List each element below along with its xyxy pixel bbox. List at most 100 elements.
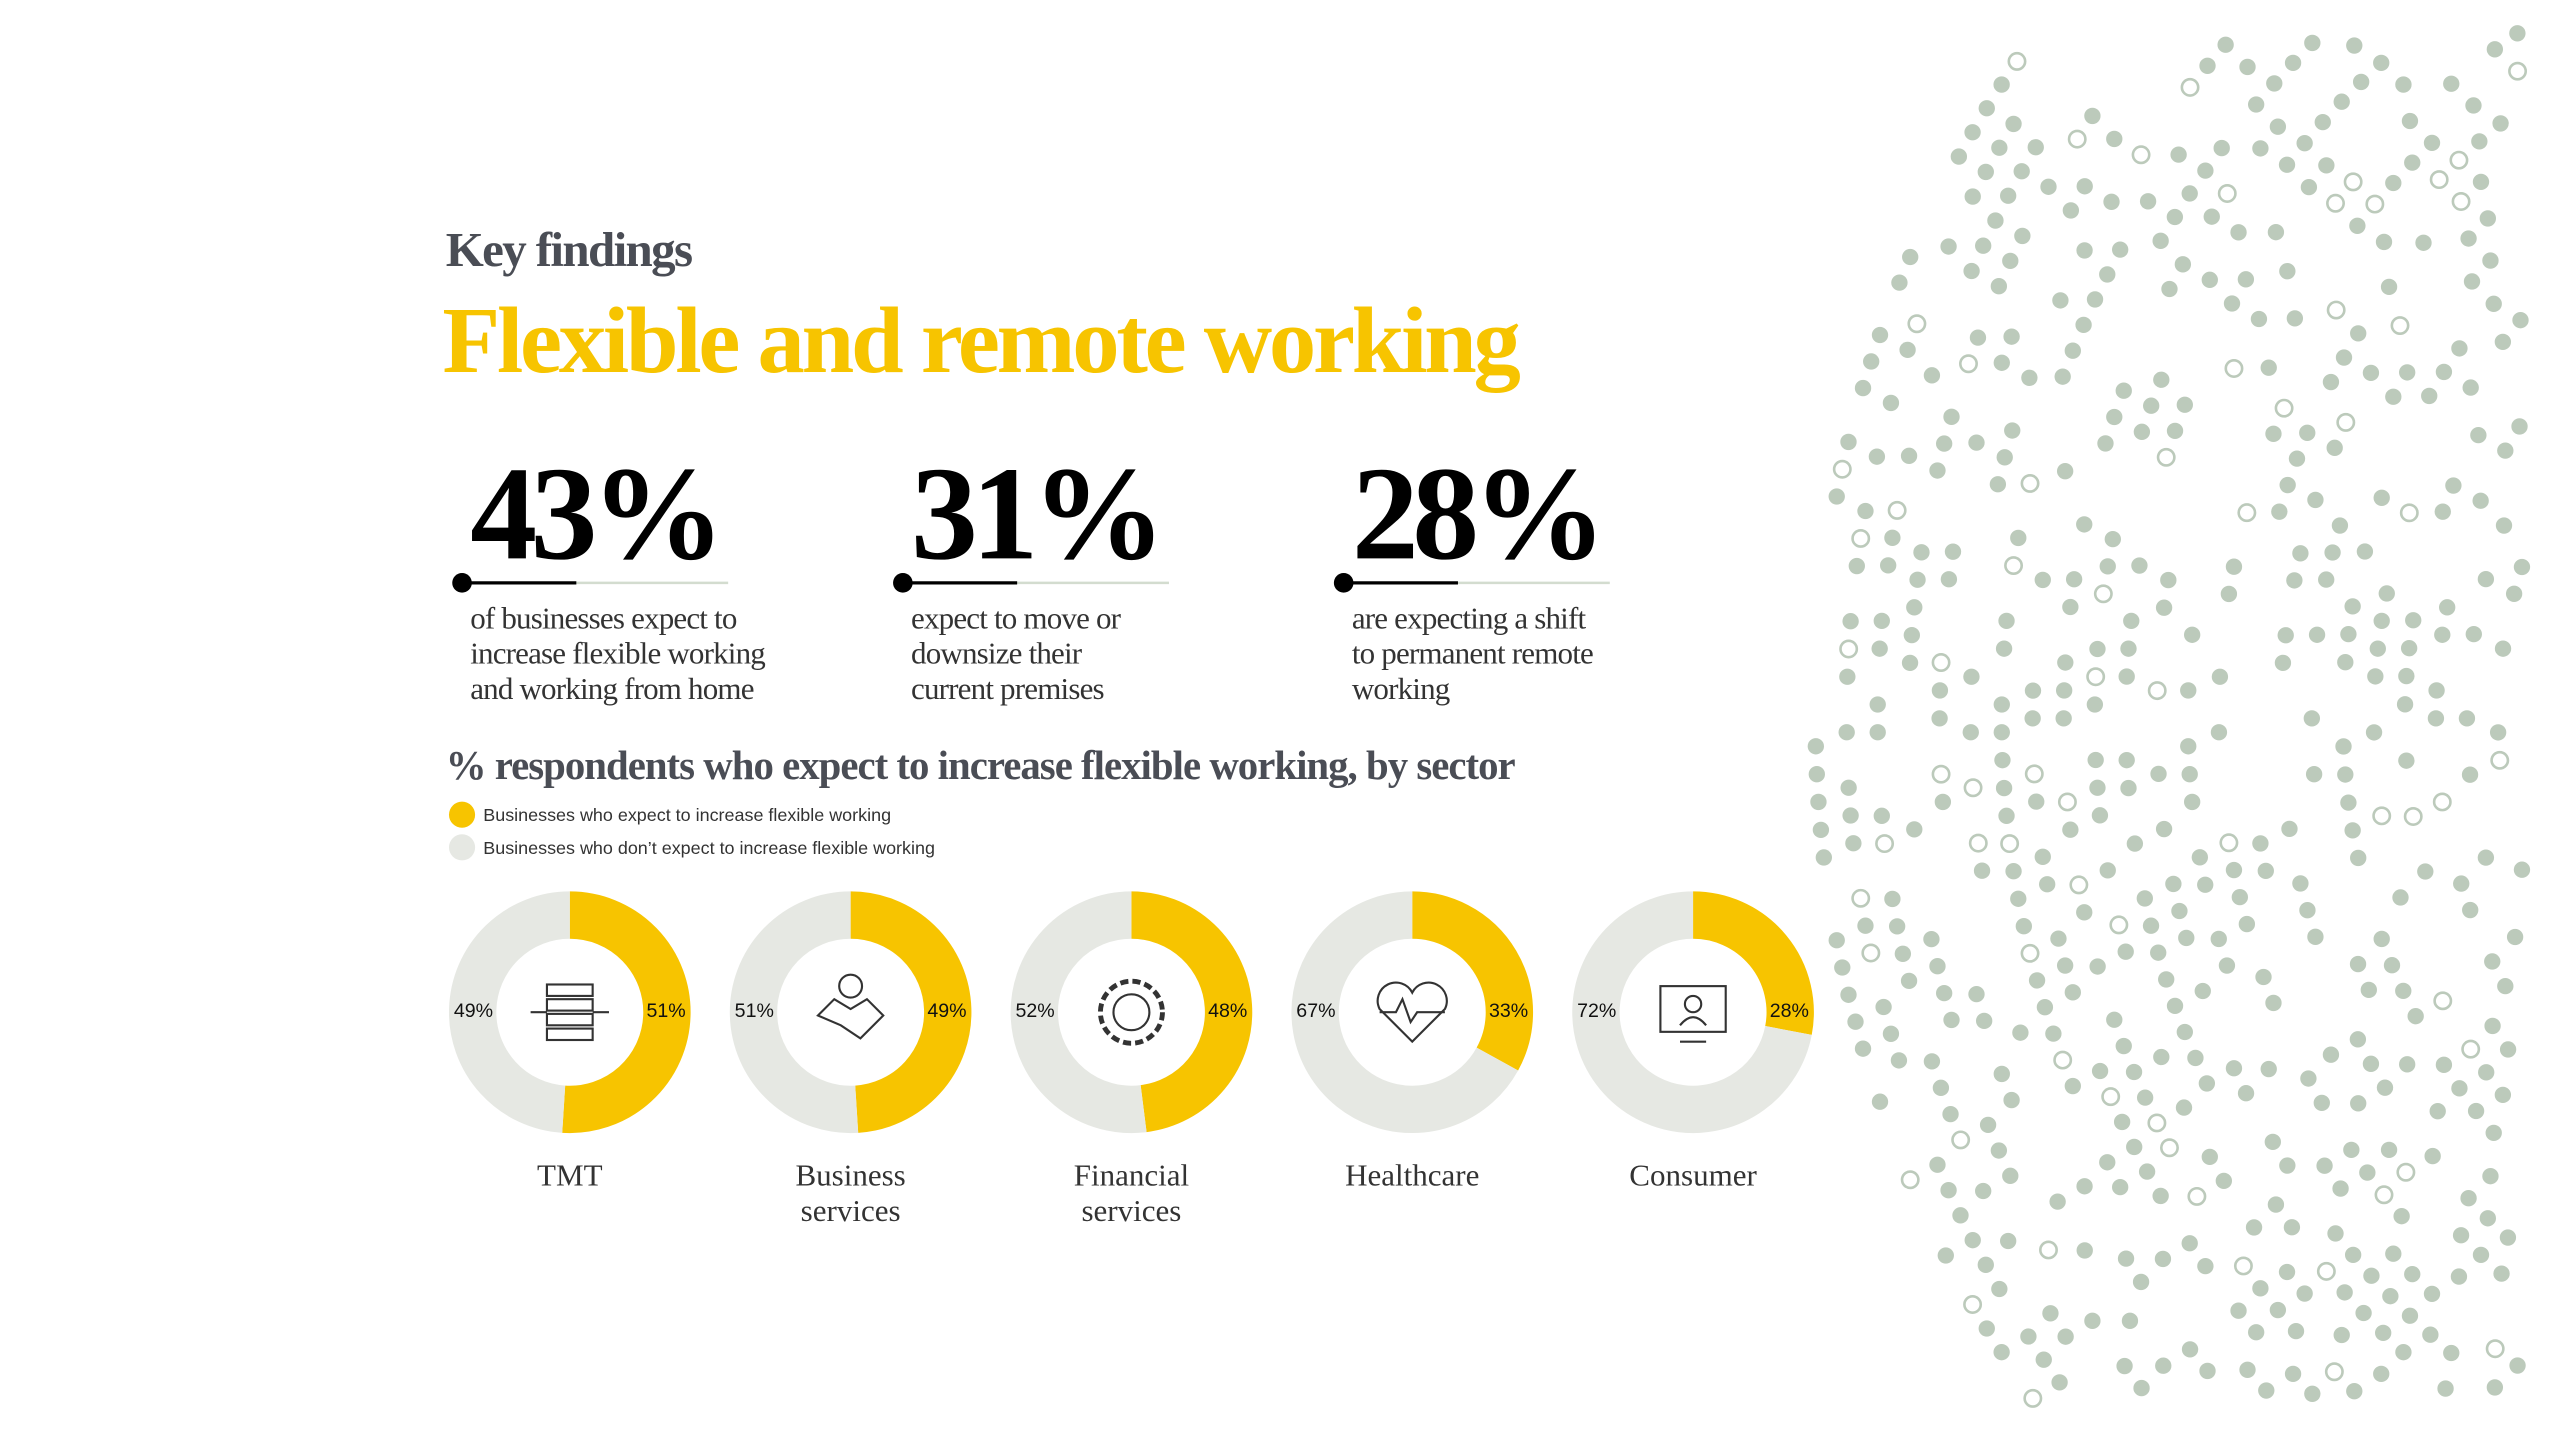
dot	[2337, 654, 2354, 671]
dot	[2355, 1304, 2372, 1322]
dot	[2097, 435, 2114, 452]
dot	[2462, 379, 2479, 396]
dot	[2318, 157, 2335, 174]
dot	[2015, 918, 2032, 935]
dot	[2252, 835, 2269, 852]
dot	[2007, 51, 2027, 71]
dot	[1871, 1093, 1889, 1110]
dot	[1934, 793, 1952, 811]
dot	[2286, 572, 2303, 589]
dot	[2076, 242, 2093, 259]
icon-part	[838, 973, 864, 999]
dot	[2316, 1157, 2333, 1174]
dot	[2005, 115, 2022, 133]
dot	[2477, 849, 2495, 866]
dot	[2485, 1339, 2505, 1359]
dot	[2056, 463, 2074, 480]
dot	[2343, 1141, 2360, 1159]
dot	[1940, 1182, 1957, 1199]
dot	[2104, 530, 2121, 548]
dot	[2401, 1307, 2419, 1324]
dot	[2225, 861, 2243, 879]
sector-label: services	[1081, 1193, 1181, 1228]
dot	[1847, 1013, 1864, 1030]
dot	[2131, 557, 2148, 574]
dot	[2225, 558, 2243, 575]
dot	[2380, 1141, 2398, 1159]
dot	[1832, 459, 1852, 479]
value-label: 49%	[454, 1000, 493, 1022]
dot	[2040, 178, 2057, 195]
dot	[1869, 724, 1886, 741]
dot	[2482, 1168, 2499, 1185]
donut-segment	[562, 891, 691, 1134]
dot	[2233, 1256, 2253, 1276]
dot	[2020, 943, 2040, 963]
dot	[1863, 353, 1880, 370]
icon-part	[816, 997, 885, 1040]
dot	[2344, 822, 2361, 839]
donut-segment	[1411, 891, 1534, 1071]
dot	[2269, 1301, 2287, 1319]
dot	[2390, 316, 2410, 336]
dot	[1923, 367, 1941, 384]
dot	[1968, 434, 1985, 451]
dot	[2003, 328, 2020, 345]
dot	[2175, 1099, 2193, 1116]
dot	[2375, 1324, 2392, 1342]
dot	[2421, 387, 2438, 405]
dot	[2373, 489, 2390, 506]
dot	[2346, 1383, 2363, 1400]
dot	[2484, 1017, 2501, 1035]
value-label: 67%	[1296, 1000, 1335, 1022]
dot	[1950, 148, 1968, 165]
dot	[2028, 793, 2045, 810]
dot	[2160, 1138, 2179, 1158]
dot	[1906, 821, 1923, 838]
dot	[2365, 194, 2385, 214]
dot	[2458, 710, 2476, 727]
dot	[2352, 73, 2370, 91]
dot	[2278, 1263, 2296, 1281]
icon-part	[1659, 985, 1727, 1033]
dot	[2239, 1361, 2256, 1378]
dot	[2324, 544, 2341, 561]
dot	[2335, 349, 2353, 366]
dot	[2350, 1095, 2367, 1112]
dot	[2099, 266, 2116, 283]
dot	[2399, 1056, 2416, 1073]
dot	[2201, 271, 2218, 288]
dot	[2084, 1312, 2101, 1329]
dot	[2133, 1379, 2150, 1397]
sector-label: Business	[795, 1157, 905, 1192]
dot	[2152, 232, 2169, 249]
dot	[2495, 517, 2513, 534]
dot	[1875, 998, 1892, 1016]
dot	[2258, 1382, 2275, 1399]
dot	[2069, 875, 2089, 895]
dot	[2155, 1357, 2172, 1374]
dot	[1851, 528, 1871, 548]
dot	[2112, 1178, 2129, 1196]
dot	[2020, 473, 2040, 493]
dot	[2057, 654, 2074, 671]
dot	[2147, 681, 2167, 701]
icon-part	[545, 1027, 594, 1042]
dot	[2460, 230, 2477, 247]
dot	[2121, 1312, 2139, 1329]
dot	[1940, 571, 1958, 588]
dot	[2424, 1147, 2441, 1165]
dot	[2055, 710, 2072, 727]
dot	[2257, 862, 2274, 880]
dot	[2116, 1357, 2133, 1375]
dot	[2304, 34, 2321, 52]
dot	[1842, 807, 1859, 824]
dot	[1998, 612, 2015, 630]
dot	[1943, 1011, 1960, 1029]
dot	[2155, 820, 2173, 838]
dot	[2252, 140, 2269, 157]
dot	[2237, 1085, 2255, 1102]
dot	[2106, 408, 2123, 426]
dot	[1903, 626, 1920, 644]
dot	[1944, 543, 1962, 560]
